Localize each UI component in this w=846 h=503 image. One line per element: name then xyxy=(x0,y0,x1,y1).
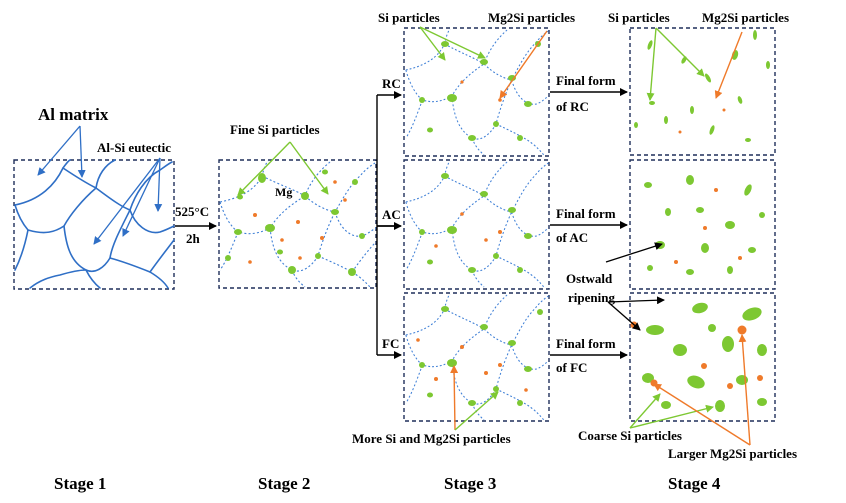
stage2-mg-atoms xyxy=(248,180,347,264)
final-ac-line1: Final form xyxy=(556,206,616,221)
stage4-si-particles-label: Si particles xyxy=(608,10,670,25)
stage3-ac-si xyxy=(419,173,532,273)
more-particles-label: More Si and Mg2Si particles xyxy=(352,431,511,446)
cooling-branch-arrows: RC AC FC xyxy=(376,76,402,359)
stage3-pointers xyxy=(419,26,548,431)
stage3-rc-mg2si xyxy=(460,80,502,102)
coarse-si-label: Coarse Si particles xyxy=(578,428,682,443)
stage4-ac-panel xyxy=(629,159,776,290)
stage-label-2: Stage 2 xyxy=(258,474,310,493)
final-fc-line2: of FC xyxy=(556,360,587,375)
ostwald-label-line2: ripening xyxy=(568,290,615,305)
al-matrix-label: Al matrix xyxy=(38,105,109,124)
rc-label: RC xyxy=(382,76,401,91)
stage4-ac-si xyxy=(644,175,765,275)
stage3-rc-panel xyxy=(403,27,550,157)
treatment-time: 2h xyxy=(186,231,201,246)
stage-label-3: Stage 3 xyxy=(444,474,496,493)
final-rc-line1: Final form xyxy=(556,73,616,88)
treatment-temperature: 525°C xyxy=(175,204,209,219)
stage1-grain-boundaries xyxy=(14,159,175,289)
stage4-ac-mg2si xyxy=(674,188,742,264)
heat-treatment-arrow: 525°C 2h xyxy=(175,204,217,246)
stage4-fc-panel xyxy=(629,292,776,422)
fc-label: FC xyxy=(382,336,399,351)
stage1-panel: Al matrix Al-Si eutectic xyxy=(13,105,175,290)
stage4-fc-si xyxy=(642,302,767,412)
al-si-eutectic-label: Al-Si eutectic xyxy=(97,140,171,155)
stage3-fc-mg2si xyxy=(416,338,528,392)
stage2-si-particles xyxy=(225,169,365,276)
stage4-rc-panel xyxy=(629,27,776,156)
ostwald-label-line1: Ostwald xyxy=(566,271,613,286)
stage2-panel: Fine Si particles Mg xyxy=(218,122,377,289)
mg-label: Mg xyxy=(275,185,292,199)
stage3-fc-si xyxy=(419,306,543,406)
stage1-pointers xyxy=(37,125,163,245)
stage3-ac-mg2si xyxy=(434,212,502,248)
final-fc-line1: Final form xyxy=(556,336,616,351)
stage4-pointers xyxy=(605,27,751,446)
stage-label-1: Stage 1 xyxy=(54,474,106,493)
ac-label: AC xyxy=(382,207,401,222)
final-ac-line2: of AC xyxy=(556,230,588,245)
stage4-rc-mg2si xyxy=(678,108,726,134)
larger-mg2si-label: Larger Mg2Si particles xyxy=(668,446,797,461)
stage-label-4: Stage 4 xyxy=(668,474,721,493)
stage2-pointers xyxy=(237,141,329,196)
fine-si-particles-label: Fine Si particles xyxy=(230,122,320,137)
stage4-rc-si xyxy=(634,30,770,142)
final-form-arrows: Final form of RC Final form of AC Final … xyxy=(550,73,628,375)
stage3-mg2si-particles-label: Mg2Si particles xyxy=(488,10,575,25)
stage3-fc-panel xyxy=(403,292,550,422)
final-rc-line2: of RC xyxy=(556,99,589,114)
stage4-fc-mg2si xyxy=(630,321,763,389)
stage4-mg2si-particles-label: Mg2Si particles xyxy=(702,10,789,25)
stage3-si-particles-label: Si particles xyxy=(378,10,440,25)
stage-labels: Stage 1 Stage 2 Stage 3 Stage 4 xyxy=(54,474,721,493)
stage3-ac-panel xyxy=(403,159,550,290)
